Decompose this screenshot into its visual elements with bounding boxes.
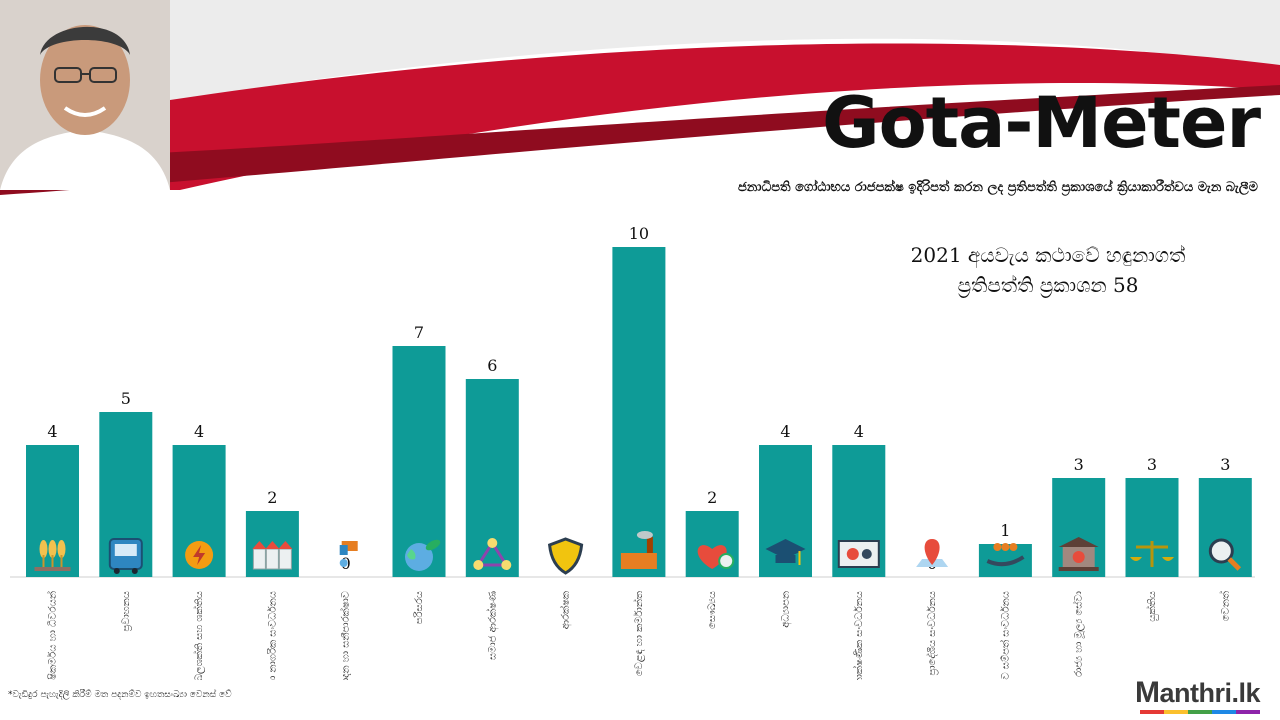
factory-icon (620, 531, 657, 569)
data-label: 4 (780, 422, 790, 441)
category-label: සෞඛ්‍යය (707, 591, 718, 629)
globe-leaf-icon (405, 539, 441, 571)
bar (612, 247, 666, 577)
map-pin-icon (916, 539, 949, 567)
monitor-gears-icon (837, 540, 880, 568)
portrait-photo (0, 0, 170, 190)
data-label: 5 (121, 389, 131, 408)
data-label: 3 (1147, 455, 1157, 474)
category-label: තාක්ෂණික සංවර්ධනය (852, 591, 865, 680)
annotation-line-1: 2021 අයවැය කථාවේ හඳුනාගත් (910, 243, 1186, 267)
network-people-icon (473, 538, 512, 570)
annotation-line-2: ප්‍රතිපත්ති ප්‍රකාශන 58 (957, 273, 1139, 297)
shield-icon (547, 537, 584, 575)
logo-initial: M (1135, 676, 1160, 709)
data-label: 10 (629, 224, 649, 243)
logo-text: anthri.lk (1159, 678, 1261, 708)
water-tap-icon (339, 541, 358, 567)
category-label: බලශක්ති සහ ශක්තිය (192, 591, 205, 680)
data-label: 3 (1220, 455, 1230, 474)
category-label: වෙළඳ හා කර්මාන්ත (632, 591, 645, 676)
lightning-icon (185, 541, 214, 569)
category-label: නිවාස හා නාගරික සංවර්ධනය (266, 591, 278, 680)
page-subtitle: ජනාධිපති ගෝඨාභය රාජපක්ෂ ඉදිරිපත් කරන ලද … (737, 180, 1258, 195)
category-label: කෘෂිකර්මය හා ධීවරයන් (45, 591, 58, 680)
category-label: ජල සම්පාදන හා සනීපාරක්ෂාව (339, 591, 352, 680)
data-label: 2 (267, 488, 277, 507)
category-label: පරිසරය (413, 591, 425, 624)
footnote: *වැඩිදුර පැහැදිලි කිරීම් මත පදනම්ව ඉහතසං… (8, 690, 232, 700)
data-label: 1 (1000, 521, 1010, 540)
scales-icon (1130, 541, 1174, 567)
wheat-icon (34, 540, 71, 571)
data-label: 2 (707, 488, 717, 507)
hand-people-icon (986, 543, 1025, 567)
logo-color-segment (1212, 710, 1236, 714)
bus-icon (108, 538, 143, 574)
category-label: අධ්‍යාපන (781, 591, 792, 628)
magnifier-icon (1208, 538, 1242, 571)
bank-icon (1058, 537, 1099, 571)
logo-color-segment (1236, 710, 1260, 714)
data-label: 4 (854, 422, 864, 441)
manthri-logo: Manthri.lk (1135, 676, 1261, 710)
data-label: 4 (47, 422, 57, 441)
logo-color-bar (1140, 710, 1260, 714)
logo-color-segment (1164, 710, 1188, 714)
data-label: 3 (1074, 455, 1084, 474)
logo-color-segment (1140, 710, 1164, 714)
chart-annotation: 2021 අයවැය කථාවේ හඳුනාගත් ප්‍රතිපත්ති ප්… (868, 240, 1228, 300)
bar-chart: 4 කෘෂිකර්මය හා ධීවරයන් 5 ප්‍රවාහනය 4 බලශක්ති … (10, 224, 1255, 680)
category-label: ප්‍රවාහනය (121, 591, 132, 632)
graduation-cap-icon (765, 539, 806, 565)
houses-icon (252, 541, 293, 570)
logo-color-segment (1188, 710, 1212, 714)
category-label: ප්‍රාදේශීය සංවර්ධනය (925, 591, 938, 676)
bar (392, 346, 446, 577)
page-title: Gota-Meter (822, 82, 1261, 164)
data-label: 7 (414, 323, 424, 342)
category-label: වෙනත් මානව සම්පත් සංවර්ධනය (998, 591, 1011, 680)
data-label: 6 (487, 356, 497, 375)
category-label: යුක්තිය (1145, 591, 1158, 622)
category-label: වෙනත් (1218, 591, 1231, 621)
category-label: සමාජ ආරක්ෂණ (485, 591, 498, 660)
category-label: ආරක්ෂක (559, 591, 572, 629)
header-banner (0, 0, 1280, 200)
data-label: 4 (194, 422, 204, 441)
heart-plus-icon (697, 545, 735, 569)
category-label: රාජ්‍ය හා මූල්‍ය සේවා (1072, 591, 1085, 677)
